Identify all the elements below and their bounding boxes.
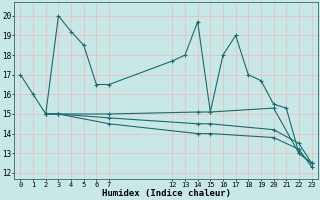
X-axis label: Humidex (Indice chaleur): Humidex (Indice chaleur) <box>101 189 230 198</box>
